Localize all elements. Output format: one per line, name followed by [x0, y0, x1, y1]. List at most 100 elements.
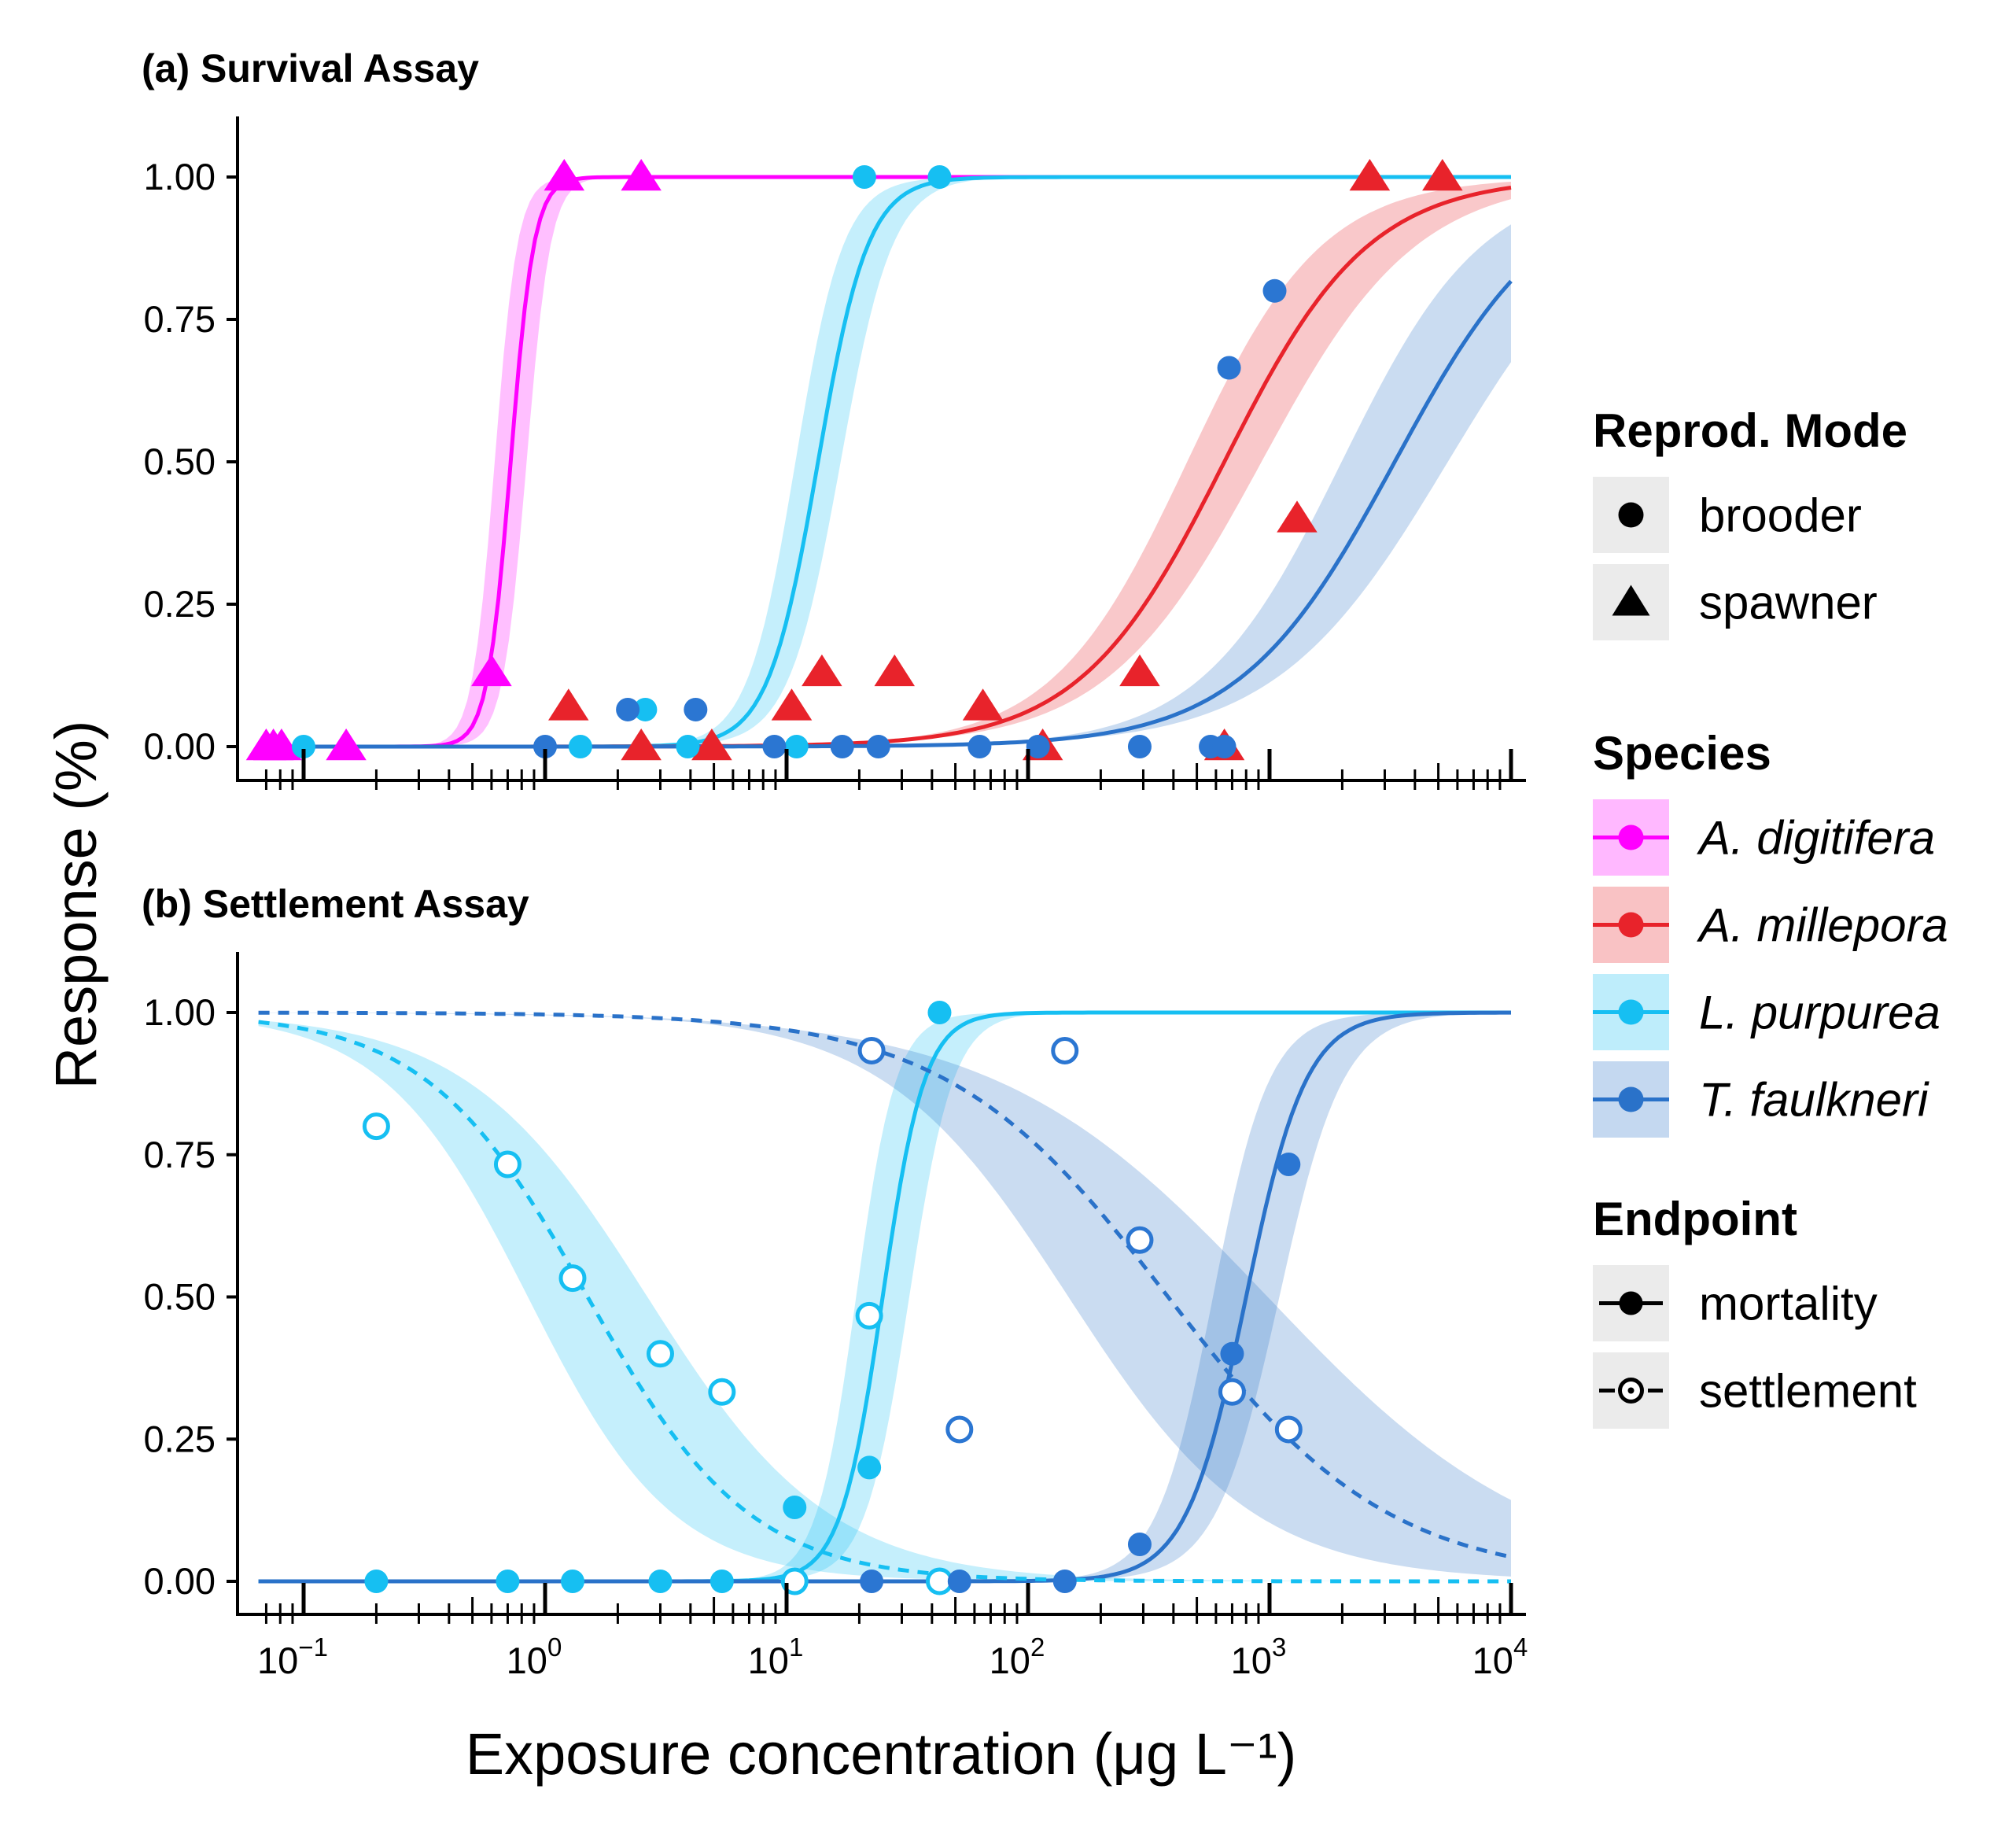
point-t-faulkneri-24 [1051, 1036, 1079, 1064]
y-tick-label: 0.00 [144, 725, 216, 767]
point-l-purpurea-23 [676, 735, 700, 758]
point-l-purpurea-7 [927, 1001, 952, 1024]
point-t-faulkneri-27 [1274, 1415, 1303, 1444]
point-l-purpurea-24 [784, 735, 809, 758]
point-a-millepora-15 [1119, 654, 1160, 687]
point-a-millepora-17 [1277, 500, 1318, 533]
y-tick-label: 0.50 [144, 1276, 216, 1318]
plot-layer [258, 1010, 1512, 1584]
y-tick-label: 0.25 [144, 1418, 216, 1459]
y-tick-label: 0.75 [144, 1134, 216, 1175]
point-l-purpurea-25 [852, 165, 876, 189]
point-a-millepora-8 [621, 729, 662, 761]
point-t-faulkneri-33 [967, 735, 992, 758]
point-t-faulkneri-21 [1277, 1153, 1301, 1177]
settlement-panel-title: (b) Settlement Assay [142, 882, 529, 926]
y-tick-label: 0.00 [144, 1560, 216, 1602]
legend-label-l-purpurea: L. purpurea [1699, 987, 1940, 1039]
point-a-digitifera-3 [326, 729, 367, 761]
settlement-plot-area [258, 1001, 1512, 1595]
x-tick-label: 103 [1231, 1632, 1287, 1681]
point-l-purpurea-2 [560, 1570, 584, 1593]
legend-key-mortality [1593, 1265, 1669, 1341]
point-a-millepora-10 [771, 688, 813, 721]
legend-label-a-millepora: A. millepora [1697, 899, 1948, 952]
point-l-purpurea-11 [646, 1340, 674, 1368]
point-l-purpurea-4 [709, 1570, 734, 1593]
x-tick-label: 102 [990, 1632, 1045, 1681]
point-l-purpurea-13 [780, 1567, 809, 1595]
point-t-faulkneri-29 [684, 697, 708, 721]
point-t-faulkneri-23 [945, 1415, 974, 1444]
point-t-faulkneri-18 [1052, 1570, 1077, 1593]
point-t-faulkneri-17 [947, 1570, 971, 1593]
point-l-purpurea-20 [292, 735, 315, 758]
legend-marker [1618, 912, 1644, 938]
x-axis-title: Exposure concentration (μg L⁻¹) [466, 1721, 1297, 1787]
curve-l-purpurea-settlement [258, 1020, 1511, 1584]
y-tick-label: 0.50 [144, 441, 216, 482]
legend-marker [1618, 999, 1644, 1025]
band-a-millepora-mortality [258, 182, 1512, 747]
band-t-faulkneri-settlement [258, 1013, 1512, 1577]
point-t-faulkneri-38 [1217, 356, 1241, 380]
point-a-millepora-19 [1422, 159, 1463, 191]
point-l-purpurea-5 [783, 1496, 807, 1520]
y-tick-label: 0.25 [144, 583, 216, 625]
survival-assay-panel: (a) Survival Assay 0.00 0.25 0.50 0.75 1.00 [142, 46, 1526, 790]
point-l-purpurea-8 [362, 1112, 390, 1141]
legend-title-reprod-mode: Reprod. Mode [1593, 404, 1907, 457]
curve-t-faulkneri-mortality [258, 1010, 1511, 1584]
point-l-purpurea-26 [927, 165, 952, 189]
point-l-purpurea-10 [558, 1264, 587, 1293]
point-t-faulkneri-34 [1026, 735, 1050, 758]
point-a-millepora-18 [1349, 159, 1391, 191]
band-t-faulkneri-mortality [258, 1013, 1512, 1581]
point-l-purpurea-3 [648, 1570, 673, 1593]
point-a-millepora-13 [962, 688, 1004, 721]
band-l-purpurea-settlement [258, 1020, 1512, 1581]
legend-key-a-millepora [1593, 887, 1669, 963]
y-tick-label: 1.00 [144, 156, 216, 197]
point-l-purpurea-1 [496, 1570, 520, 1593]
point-l-purpurea-22 [633, 697, 658, 721]
legend-label-t-faulkneri: T. faulkneri [1699, 1074, 1929, 1127]
legend-marker [1619, 1291, 1643, 1315]
legend-marker [1618, 824, 1644, 850]
point-t-faulkneri-19 [1127, 1533, 1152, 1557]
point-t-faulkneri-26 [1218, 1378, 1246, 1406]
point-l-purpurea-21 [568, 735, 592, 758]
legend-key-a-digitifera [1593, 799, 1669, 876]
legend-title-species: Species [1593, 727, 1771, 780]
legend-label-a-digitifera: A. digitifera [1697, 812, 1935, 865]
legend-key-t-faulkneri [1593, 1061, 1669, 1138]
point-t-faulkneri-22 [857, 1036, 886, 1064]
legend-label-settlement: settlement [1699, 1365, 1917, 1418]
legend-marker [1618, 1086, 1644, 1112]
y-axis-title: Response (%) [43, 721, 109, 1090]
point-t-faulkneri-20 [1220, 1341, 1244, 1366]
point-t-faulkneri-28 [616, 697, 640, 721]
survival-plot-area [245, 159, 1513, 761]
point-l-purpurea-9 [493, 1150, 522, 1179]
legend-label-mortality: mortality [1699, 1278, 1878, 1330]
point-a-digitifera-4 [471, 654, 512, 687]
settlement-axes: 0.00 0.25 0.50 0.75 1.00 10−1 100 101 102 103 104 [144, 952, 1528, 1681]
survival-axes: 0.00 0.25 0.50 0.75 1.00 [144, 116, 1526, 790]
x-tick-label: 100 [507, 1632, 562, 1681]
plot-layer [258, 175, 1513, 749]
y-tick-label: 1.00 [144, 991, 216, 1033]
legend-key-settlement [1593, 1352, 1669, 1429]
legend-marker [1618, 502, 1644, 528]
point-l-purpurea-14 [855, 1301, 883, 1330]
legend-marker [1612, 585, 1650, 616]
point-l-purpurea-12 [708, 1378, 736, 1406]
point-a-millepora-12 [874, 654, 915, 687]
point-t-faulkneri-27 [533, 735, 557, 758]
point-a-millepora-7 [548, 688, 589, 721]
x-tick-label: 101 [748, 1632, 804, 1681]
point-a-millepora-11 [802, 654, 842, 687]
settlement-assay-panel: (b) Settlement Assay 0.00 0.25 0.50 0.75 1.0… [142, 882, 1528, 1681]
legend-key-l-purpurea [1593, 974, 1669, 1050]
